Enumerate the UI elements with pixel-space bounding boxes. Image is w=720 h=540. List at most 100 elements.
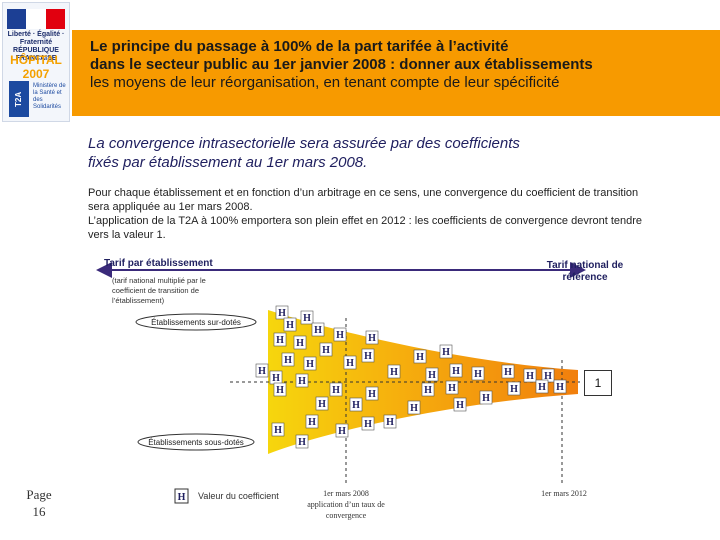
date-2012-label: 1er mars 2012 [541,489,587,498]
coefficient-marker-box [471,366,485,381]
coefficient-marker-box [283,317,297,332]
coefficient-marker-box [303,356,317,371]
title-banner: Le principe du passage à 100% de la part… [72,30,720,116]
subtitle-line-2: fixés par établissement au 1er mars 2008… [88,154,368,171]
coefficient-marker: H [274,425,282,436]
sous-dotes-label: Établissements sous-dotés [148,438,244,447]
ministry-logo: Liberté · Égalité · Fraternité RÉPUBLIQU… [2,2,70,122]
coefficient-marker: H [298,376,306,387]
coefficient-marker-box [361,416,375,431]
coefficient-marker: H [364,419,372,430]
coefficient-marker: H [336,330,344,341]
coefficient-marker-box [295,434,309,449]
coefficient-marker-box [333,327,347,342]
coefficient-marker-box [329,382,343,397]
coefficient-marker: H [416,352,424,363]
body-line-2: sera appliquée au 1er mars 2008. [88,201,253,213]
coefficient-marker-box [507,381,521,396]
coefficient-markers: H HH HH HH HHH H HH H HHH HH H H H H H HH H H H HHH H HH H H HHH… [255,305,567,449]
coefficient-marker: H [386,417,394,428]
coefficient-marker: H [448,383,456,394]
coefficient-marker: H [442,347,450,358]
coefficient-marker: H [338,426,346,437]
coefficient-marker: H [368,389,376,400]
coefficient-marker: H [272,373,280,384]
date-2008-label: 1er mars 2008 application d’un taux de c… [307,489,385,520]
ministere-text: Ministère de la Santé et des Solidarités [33,83,66,110]
coefficient-marker: H [306,359,314,370]
coefficient-marker: H [368,333,376,344]
coefficient-marker-box [439,344,453,359]
coefficient-marker-box [383,414,397,429]
tarif-etablissement-label: Tarif par établissement [104,258,213,269]
coefficient-marker: H [538,382,546,393]
coefficient-marker-box [275,305,289,320]
coefficient-marker-box [361,348,375,363]
body-line-3: L’application de la T2A à 100% emportera… [88,215,643,227]
coefficient-marker-box [305,414,319,429]
french-flag-icon [7,9,65,29]
title-line-2: dans le secteur public au 1er janvier 20… [90,56,593,73]
coefficient-marker-box [273,382,287,397]
coefficient-marker-box [319,342,333,357]
coefficient-marker: H [504,367,512,378]
coefficient-marker: H [556,382,564,393]
coefficient-marker: H [474,369,482,380]
title-line-1: Le principe du passage à 100% de la part… [90,38,509,55]
coefficient-marker: H [452,366,460,377]
coefficient-marker-box [365,330,379,345]
coefficient-marker-box [553,379,567,394]
coefficient-marker: H [318,399,326,410]
coefficient-marker-box [335,423,349,438]
subtitle: La convergence intrasectorielle sera ass… [88,134,648,172]
coefficient-marker: H [482,393,490,404]
body-line-4: vers la valeur 1. [88,229,166,241]
coefficient-marker-box [445,380,459,395]
legend-h-icon: H [178,492,186,503]
coefficient-marker-box [349,397,363,412]
coefficient-marker-box [273,332,287,347]
hopital-2007-logo: HÔPITAL 2007 [10,53,62,81]
coefficient-marker: H [456,400,464,411]
sidebar: Liberté · Égalité · Fraternité RÉPUBLIQU… [0,0,70,540]
coefficient-marker: H [526,371,534,382]
tarif-etablissement-note: (tarif national multiplié par le coeffic… [112,276,206,305]
slide-title: Le principe du passage à 100% de la part… [90,38,710,92]
coefficient-marker-box [271,422,285,437]
coefficient-marker: H [296,338,304,349]
coefficient-marker-box [449,363,463,378]
coefficient-marker-box [255,363,269,378]
tarif-national-label: Tarif national de référence [546,260,624,283]
page-number: Page 16 [14,486,64,520]
sur-dotes-ellipse [135,313,257,331]
sous-dotes-ellipse [137,433,255,451]
legend-h-box [174,488,189,504]
coefficient-marker-box [407,400,421,415]
coefficient-marker-box [293,335,307,350]
coefficient-marker-box [281,352,295,367]
coefficient-marker-box [343,355,357,370]
coefficient-marker: H [308,417,316,428]
coefficient-marker: H [298,437,306,448]
subtitle-line-1: La convergence intrasectorielle sera ass… [88,135,520,152]
coefficient-marker-box [425,367,439,382]
coefficient-marker-box [311,322,325,337]
page-value: 16 [32,504,46,519]
coefficient-marker: H [322,345,330,356]
coefficient-marker: H [314,325,322,336]
coefficient-marker-box [479,390,493,405]
coefficient-marker: H [390,367,398,378]
coefficient-marker-box [300,310,314,325]
coefficient-marker: H [332,385,340,396]
coefficient-marker-box [315,396,329,411]
body-line-1: Pour chaque établissement et en fonction… [88,187,639,199]
coefficient-marker-box [365,386,379,401]
title-line-3: les moyens de leur réorganisation, en te… [90,74,560,91]
coefficient-marker-box [421,382,435,397]
republique-francaise-text: Liberté · Égalité · Fraternité RÉPUBLIQU… [7,31,65,62]
coefficient-marker-box [501,364,515,379]
body-paragraph: Pour chaque établissement et en fonction… [88,186,648,242]
sur-dotes-label: Établissements sur-dotés [151,318,241,327]
coefficient-marker-box [523,368,537,383]
